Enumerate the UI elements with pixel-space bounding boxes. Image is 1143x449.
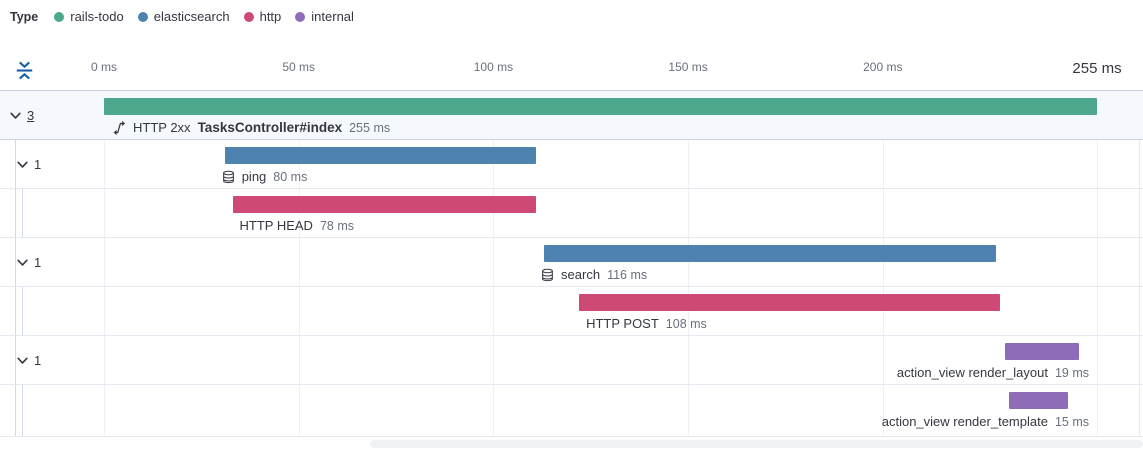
- children-count[interactable]: 1: [34, 156, 42, 172]
- span-label: search 116 ms: [541, 265, 647, 284]
- fold-icon: [15, 60, 34, 81]
- span-bar[interactable]: [1005, 343, 1080, 360]
- span-bar[interactable]: [104, 98, 1097, 115]
- waterfall-row[interactable]: 3 HTTP 2xx TasksController#index 255 ms: [0, 90, 1143, 140]
- span-duration: 19 ms: [1054, 365, 1089, 380]
- gridline: [493, 90, 495, 437]
- gridline: [298, 90, 300, 437]
- span-label: HTTP 2xx TasksController#index 255 ms: [112, 118, 390, 137]
- span-bar[interactable]: [224, 147, 537, 164]
- span-name: action_view render_template: [881, 414, 1048, 429]
- span-duration: 116 ms: [607, 267, 648, 282]
- span-name: ping: [241, 169, 267, 184]
- indent-guide: [22, 385, 23, 437]
- gridline: [882, 90, 884, 437]
- span-name: HTTP POST: [586, 316, 659, 331]
- span-bar[interactable]: [579, 294, 1000, 311]
- axis-tick: 100 ms: [473, 60, 514, 74]
- legend-item-label: http: [259, 9, 282, 24]
- chevron-down-icon[interactable]: [9, 109, 22, 122]
- children-count[interactable]: 1: [34, 352, 42, 368]
- horizontal-scrollbar[interactable]: [370, 440, 1143, 448]
- indent-guide: [22, 287, 23, 336]
- row-toggle[interactable]: 1: [16, 238, 41, 286]
- span-label: action_view render_template 15 ms: [882, 412, 1089, 431]
- span-duration: 255 ms: [349, 120, 391, 135]
- chevron-down-icon[interactable]: [16, 256, 29, 269]
- span-name: TasksController#index: [197, 120, 343, 135]
- gridline: [688, 90, 690, 437]
- legend-dot: [243, 11, 254, 22]
- legend-dot: [295, 11, 306, 22]
- waterfall-row[interactable]: 1 search 116 ms: [0, 238, 1143, 287]
- span-bar[interactable]: [544, 245, 996, 262]
- axis-tick: 200 ms: [863, 60, 903, 74]
- legend-item-label: internal: [311, 9, 354, 24]
- axis-tick: 50 ms: [282, 60, 316, 74]
- span-label: HTTP HEAD 78 ms: [240, 216, 354, 235]
- chevron-down-icon[interactable]: [16, 354, 29, 367]
- gridline: [1097, 90, 1098, 437]
- legend-item-label: rails-todo: [70, 9, 124, 24]
- span-label: HTTP POST 108 ms: [586, 314, 707, 333]
- axis-tick-total: 255 ms: [1072, 60, 1122, 77]
- axis-tick: 150 ms: [668, 60, 708, 74]
- span-prefix: HTTP 2xx: [133, 120, 191, 135]
- legend-item-elasticsearch[interactable]: elasticsearch: [137, 9, 230, 24]
- legend-item-internal[interactable]: internal: [295, 9, 354, 24]
- waterfall-row[interactable]: 1 ping 80 ms: [0, 140, 1143, 189]
- legend-title: Type: [10, 9, 39, 24]
- transaction-icon: [112, 120, 126, 135]
- database-icon: [541, 268, 554, 282]
- span-label: action_view render_layout 19 ms: [897, 363, 1089, 382]
- row-toggle[interactable]: 1: [16, 140, 41, 188]
- span-duration: 78 ms: [319, 218, 354, 233]
- waterfall-row[interactable]: action_view render_template 15 ms: [0, 385, 1143, 437]
- collapse-all-button[interactable]: [11, 56, 37, 84]
- waterfall-row[interactable]: HTTP HEAD 78 ms: [0, 189, 1143, 238]
- span-label: ping 80 ms: [222, 167, 308, 186]
- chart-right-border: [1139, 90, 1140, 437]
- row-toggle[interactable]: 1: [16, 336, 41, 384]
- legend-item-label: elasticsearch: [153, 9, 230, 24]
- legend-item-http[interactable]: http: [243, 9, 282, 24]
- legend-dot: [137, 11, 148, 22]
- span-name: search: [561, 267, 601, 282]
- chevron-down-icon[interactable]: [16, 158, 29, 171]
- span-name: HTTP HEAD: [239, 218, 313, 233]
- axis-tick: 0 ms: [90, 60, 118, 74]
- span-duration: 15 ms: [1054, 414, 1089, 429]
- span-name: action_view render_layout: [896, 365, 1048, 380]
- span-duration: 80 ms: [273, 169, 308, 184]
- type-legend: Type rails-todo elasticsearch http inter…: [10, 9, 354, 24]
- row-toggle[interactable]: 3: [9, 91, 34, 139]
- children-count[interactable]: 3: [27, 107, 35, 123]
- legend-dot: [54, 11, 65, 22]
- span-duration: 108 ms: [665, 316, 707, 331]
- indent-guide: [22, 189, 23, 238]
- span-bar[interactable]: [1009, 392, 1068, 409]
- database-icon: [222, 170, 235, 184]
- gridline: [104, 90, 105, 437]
- span-bar[interactable]: [232, 196, 537, 213]
- indent-guide: [15, 140, 16, 437]
- waterfall-row[interactable]: HTTP POST 108 ms: [0, 287, 1143, 336]
- children-count[interactable]: 1: [34, 254, 42, 270]
- legend-item-rails-todo[interactable]: rails-todo: [54, 9, 124, 24]
- waterfall-row[interactable]: 1 action_view render_layout 19 ms: [0, 336, 1143, 385]
